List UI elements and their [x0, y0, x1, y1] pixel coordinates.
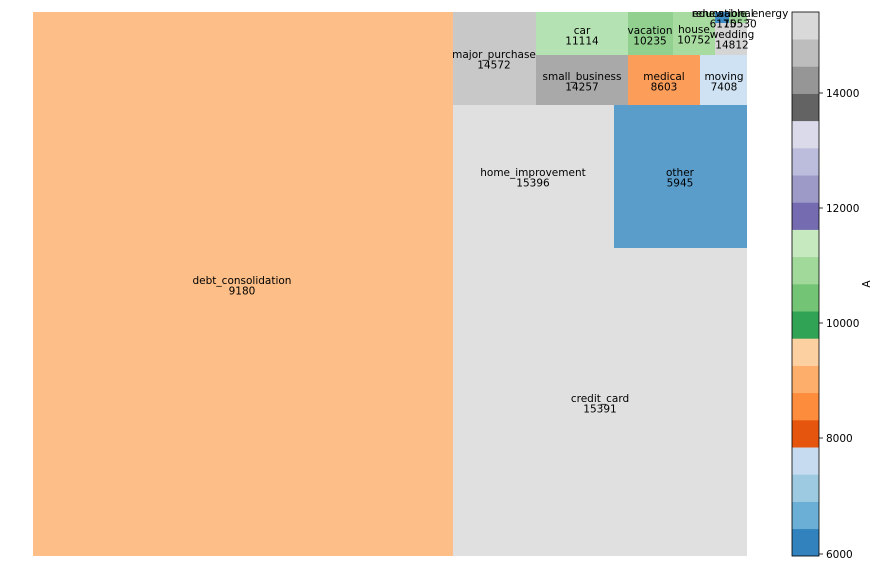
tile-value: 5945	[667, 178, 694, 190]
tile-category: vacation	[628, 25, 673, 37]
tile-category: other	[666, 167, 695, 179]
tile-category: credit_card	[571, 393, 629, 405]
colorbar-segment	[792, 66, 819, 94]
colorbar-segment	[792, 392, 819, 421]
tile-category: medical	[643, 71, 684, 83]
tile-car	[536, 12, 628, 55]
colorbar-segment	[792, 528, 819, 557]
tile-value: 10530	[723, 19, 756, 31]
tile-medical	[628, 55, 700, 105]
treemap-tiles	[33, 12, 747, 556]
tile-label-wedding: wedding 14812	[710, 29, 755, 52]
tile-category: moving	[704, 71, 743, 83]
tile-label-house: house 10752	[677, 24, 710, 47]
tile-category: car	[574, 25, 591, 37]
tile-debt-consolidation	[33, 12, 453, 556]
tile-wedding	[715, 23, 747, 55]
colorbar-segment	[792, 175, 819, 203]
tile-value: 14572	[477, 60, 510, 72]
tile-category: home_improvement	[480, 167, 585, 179]
tile-value: 8603	[651, 82, 678, 94]
tile-major-purchase	[453, 12, 536, 105]
tile-credit-card	[453, 248, 747, 556]
tile-category: small_business	[543, 71, 622, 83]
tile-category: house	[678, 24, 710, 36]
tile-label-educational: educational 6175	[692, 8, 753, 31]
tile-value: 15391	[583, 404, 616, 416]
colorbar-segment	[792, 365, 819, 394]
colorbar-tick-label: 14000	[826, 88, 859, 100]
treemap-labels: debt_consolidation 9180 credit_card 15391 ho…	[193, 8, 789, 416]
tile-label-renewable-energy: renewable_energy 10530	[692, 8, 789, 31]
colorbar-tick-label: 10000	[826, 318, 859, 330]
tile-label-home-improvement: home_improvement 15396	[480, 167, 585, 190]
tile-label-major-purchase: major_purchase 14572	[452, 49, 536, 72]
tile-other	[614, 105, 747, 248]
colorbar-tick-label: 6000	[826, 549, 853, 561]
tile-value: 14812	[715, 40, 748, 52]
tile-value: 11114	[565, 36, 599, 48]
tile-value: 10752	[677, 35, 710, 47]
colorbar-segment	[792, 338, 819, 366]
tile-label-car: car 11114	[565, 25, 599, 48]
tile-label-credit-card: credit_card 15391	[571, 393, 629, 416]
colorbar-segment	[792, 120, 819, 149]
tile-category: debt_consolidation	[193, 275, 292, 287]
tile-category: renewable_energy	[692, 8, 789, 20]
colorbar-tick-label: 8000	[826, 433, 853, 445]
colorbar-segment	[792, 256, 819, 285]
colorbar-segment	[792, 93, 819, 122]
tile-value: 10235	[633, 36, 666, 48]
colorbar-segment	[792, 420, 819, 448]
colorbar-segment	[792, 229, 819, 258]
tile-value: 15396	[516, 178, 550, 190]
colorbar-tick-label: 12000	[826, 203, 859, 215]
colorbar-segment	[792, 202, 819, 230]
tile-label-debt-consolidation: debt_consolidation 9180	[193, 275, 292, 298]
tile-value: 14257	[565, 82, 598, 94]
colorbar-segment	[792, 148, 819, 176]
tile-value: 9180	[229, 286, 256, 298]
tile-category: wedding	[710, 29, 755, 41]
colorbar-segment	[792, 284, 819, 312]
colorbar-segment	[792, 39, 819, 67]
tile-house	[673, 12, 715, 55]
tile-home-improvement	[453, 105, 614, 248]
tile-value: 6175	[710, 19, 737, 31]
tile-vacation	[628, 12, 673, 55]
tile-value: 7408	[711, 82, 738, 94]
tile-small-business	[536, 55, 628, 105]
tile-category: educational	[692, 8, 753, 20]
tile-label-small-business: small_business 14257	[543, 71, 622, 94]
colorbar-segment	[792, 447, 819, 475]
tile-moving	[700, 55, 747, 105]
tile-educational	[715, 12, 729, 23]
tile-label-moving: moving 7408	[704, 71, 743, 94]
colorbar-segment	[792, 501, 819, 530]
tile-label-other: other 5945	[666, 167, 695, 190]
tile-label-vacation: vacation 10235	[628, 25, 673, 48]
colorbar-segment	[792, 12, 819, 40]
tile-renewable-energy	[729, 12, 747, 23]
tile-label-medical: medical 8603	[643, 71, 684, 94]
colorbar: 6000 8000 10000 12000 14000 A	[791, 11, 873, 561]
colorbar-label: A	[861, 280, 873, 288]
colorbar-segment	[792, 311, 819, 339]
colorbar-frame	[791, 11, 820, 557]
tile-category: major_purchase	[452, 49, 536, 61]
colorbar-segment	[792, 474, 819, 502]
